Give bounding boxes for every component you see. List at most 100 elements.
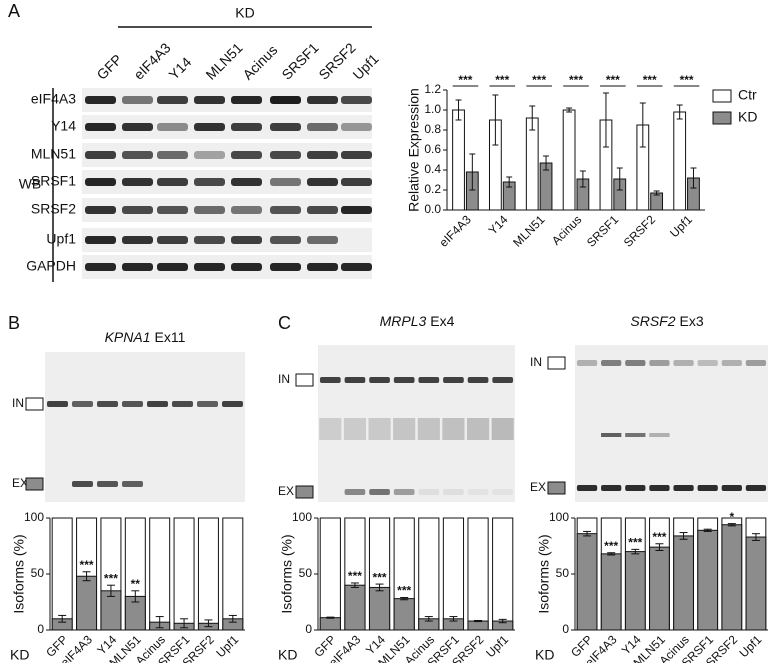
blot-band bbox=[341, 123, 372, 131]
gel-band bbox=[576, 360, 598, 366]
significance: *** bbox=[397, 584, 411, 598]
significance: *** bbox=[606, 73, 620, 87]
gel-band bbox=[625, 433, 646, 437]
bar bbox=[368, 586, 391, 631]
lane-label: MLN51 bbox=[202, 39, 245, 82]
ex-label: EX bbox=[278, 484, 294, 498]
gel-band bbox=[393, 377, 415, 383]
blot-band bbox=[341, 178, 372, 186]
bar bbox=[624, 551, 646, 631]
blot-band bbox=[194, 263, 225, 271]
y-tick-label: 1.0 bbox=[424, 102, 441, 116]
y-axis-label: Isoforms (%) bbox=[11, 534, 27, 613]
gene-name: SRSF2 bbox=[630, 313, 675, 329]
blot-band bbox=[85, 206, 116, 214]
blot-band bbox=[122, 151, 153, 159]
lane-label: SRSF1 bbox=[278, 39, 321, 82]
gel-band bbox=[443, 489, 464, 495]
significance: *** bbox=[569, 73, 583, 87]
gel-band bbox=[172, 401, 193, 407]
bar bbox=[600, 553, 622, 631]
bar bbox=[525, 117, 539, 211]
blot-band bbox=[341, 263, 372, 271]
gel-band bbox=[745, 485, 767, 491]
significance: *** bbox=[458, 73, 472, 87]
blot-band bbox=[194, 123, 225, 131]
bar-frame bbox=[197, 517, 219, 631]
blot-band bbox=[231, 206, 262, 214]
gel-band bbox=[197, 401, 218, 407]
gel bbox=[318, 345, 515, 502]
significance: * bbox=[729, 510, 734, 524]
blot-band bbox=[122, 236, 153, 244]
gel-band bbox=[467, 377, 489, 383]
blot-band bbox=[270, 178, 301, 186]
row-label: GAPDH bbox=[26, 258, 76, 274]
blot-band bbox=[157, 178, 188, 186]
x-tick-label: Upf1 bbox=[213, 632, 241, 660]
gel-smear bbox=[466, 418, 490, 440]
legend-label: KD bbox=[738, 109, 757, 125]
y-tick-label: 50 bbox=[31, 566, 45, 580]
gel-band bbox=[649, 360, 670, 366]
gel-band bbox=[601, 485, 622, 491]
panel-label: B bbox=[8, 313, 20, 333]
significance: *** bbox=[495, 73, 509, 87]
bar bbox=[697, 529, 719, 631]
gel-band bbox=[147, 401, 168, 407]
blot-band bbox=[157, 206, 188, 214]
blot-band bbox=[307, 236, 338, 244]
y-tick-label: 100 bbox=[292, 510, 312, 524]
blot-band bbox=[231, 151, 262, 159]
y-tick-label: 50 bbox=[299, 566, 313, 580]
blot-band bbox=[157, 151, 188, 159]
gel bbox=[45, 352, 245, 502]
blot-band bbox=[85, 123, 116, 131]
gel-band bbox=[601, 360, 622, 366]
x-tick-label: Upf1 bbox=[667, 212, 695, 240]
y-tick-label: 100 bbox=[549, 510, 569, 524]
blot-band bbox=[157, 263, 188, 271]
wb-header: KD bbox=[235, 5, 254, 21]
in-label: IN bbox=[12, 396, 24, 410]
bar-frame bbox=[492, 517, 514, 631]
gel-smear bbox=[319, 418, 342, 440]
gel-band bbox=[393, 489, 415, 495]
x-tick-label: eIF4A3 bbox=[437, 212, 474, 249]
y-tick-label: 0 bbox=[305, 622, 312, 636]
gel-band bbox=[721, 360, 742, 366]
lane-label: GFP bbox=[93, 51, 125, 83]
bar bbox=[721, 524, 743, 631]
y-tick-label: 50 bbox=[556, 566, 570, 580]
ex-label: EX bbox=[12, 476, 28, 490]
blot-band bbox=[231, 96, 262, 104]
bar-frame bbox=[222, 517, 244, 631]
x-tick-label: Y14 bbox=[486, 212, 511, 237]
y-axis-label: Isoforms (%) bbox=[279, 534, 295, 613]
bar bbox=[319, 617, 341, 631]
panel-label: C bbox=[278, 313, 291, 333]
blot-band bbox=[194, 178, 225, 186]
blot-band bbox=[85, 178, 116, 186]
gel-smear bbox=[417, 418, 440, 440]
significance: *** bbox=[373, 570, 387, 584]
blot-band bbox=[122, 96, 153, 104]
blot-band bbox=[307, 123, 338, 131]
lane-label: Upf1 bbox=[349, 50, 381, 82]
significance: *** bbox=[643, 73, 657, 87]
gel-smear bbox=[393, 418, 416, 440]
gel-band bbox=[443, 377, 464, 383]
x-tick-label: SRSF1 bbox=[584, 212, 621, 249]
gel-band bbox=[601, 433, 622, 437]
blot-band bbox=[231, 178, 262, 186]
blot-band bbox=[307, 151, 338, 159]
blot-band bbox=[194, 206, 225, 214]
blot-band bbox=[194, 96, 225, 104]
blot-band bbox=[194, 236, 225, 244]
y-tick-label: 0.2 bbox=[424, 182, 441, 196]
lane-label: eIF4A3 bbox=[130, 39, 173, 82]
legend-swatch bbox=[712, 89, 732, 103]
significance: *** bbox=[80, 558, 94, 572]
y-axis-label: Relative Expression bbox=[406, 88, 422, 212]
